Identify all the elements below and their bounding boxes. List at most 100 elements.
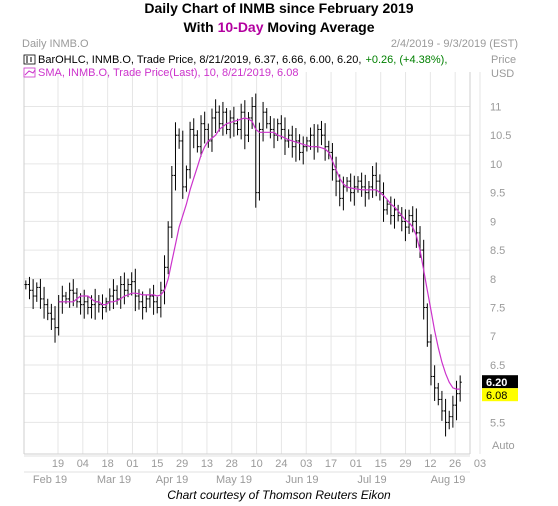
ohlc-bar [268,116,272,139]
ohlc-bar [239,103,243,140]
x-month-label: Apr 19 [156,474,188,486]
ohlc-bar [246,112,251,143]
ohlc-bar [27,276,32,300]
ohlc-bar [38,278,43,309]
legend-sma: SMA, INMB.O, Trade Price(Last), 10, 8/21… [23,67,298,79]
ohlc-bar [151,284,156,315]
ohlc-bar [235,118,240,136]
ohlc-bar [323,123,327,161]
ohlc-bar [294,128,298,162]
y-tick-label: 7 [490,331,496,343]
legend-ohlc-text: BarOHLC, INMB.O, Trade Price, 8/21/2019,… [38,54,447,66]
x-tick-label: 12 [424,458,436,470]
ohlc-bar [290,125,294,158]
ohlc-bar [177,128,181,149]
ohlc-bar [363,174,367,207]
legend-sma-text: SMA, INMB.O, Trade Price(Last), 10, 8/21… [38,67,298,79]
ohlc-bar [130,272,134,296]
ohlc-bar [400,207,404,232]
y-tick-label: 9 [490,216,496,228]
ohlc-bar [42,286,46,319]
legend-sma-icon [23,67,36,78]
ohlc-bar [210,108,214,152]
x-tick-label: 19 [52,458,64,470]
ohlc-bar [203,111,207,144]
ohlc-bar [319,120,324,146]
ohlc-bar [433,365,437,401]
ohlc-bars [24,93,462,437]
ohlc-bar [228,110,232,139]
x-tick-label: 03 [300,458,312,470]
x-tick-label: 13 [201,458,213,470]
ohlc-bar [447,410,451,430]
ohlc-bar [221,101,225,136]
x-tick-label: 28 [226,458,238,470]
x-tick-label: 24 [275,458,287,470]
ohlc-bar [451,395,455,428]
x-tick-label: 29 [176,458,188,470]
ohlc-bar [370,165,375,198]
ohlc-bar [305,136,309,152]
ohlc-bar [389,196,393,225]
ohlc-bar [425,303,429,347]
y-tick-label: 10 [490,159,502,171]
ohlc-bar [352,175,356,206]
ohlc-bar [122,272,126,305]
ohlc-bar [436,382,440,406]
ohlc-bar [75,288,79,308]
ohlc-bar [301,136,305,165]
x-tick-label: 04 [77,458,89,470]
ohlc-bar [356,176,360,193]
ohlc-bar [24,280,28,290]
x-tick-labels: 19 04 18 01 15 29 13 28 10 24 03 17 01 15 29 12 26 03 [52,458,486,470]
ohlc-bar [392,198,397,229]
ohlc-bar [49,303,53,330]
ohlc-bar [111,279,116,310]
y-tick-label: 8.5 [490,245,505,257]
ohlc-bar [155,296,159,314]
ohlc-bar [181,130,185,199]
ohlc-bar [338,174,342,207]
ohlc-bar [257,122,262,201]
x-tick-label: 01 [126,458,138,470]
ohlc-bar [141,291,145,320]
ohlc-bar [381,182,386,222]
x-tick-label: 29 [399,458,411,470]
ohlc-bar [334,156,338,197]
y-tick-label: 5.5 [490,417,505,429]
legend-sma-icon-line [24,69,36,76]
chart-subtitle: With 10-Day Moving Average [0,19,558,35]
axis-auto-label[interactable]: Auto [492,440,515,452]
ohlc-bar [403,209,408,242]
ohlc-bar [345,177,349,192]
ohlc-bar [360,172,364,197]
ohlc-bar [78,293,83,315]
ohlc-bar [414,208,418,248]
ohlc-bar [162,255,167,305]
x-tick-label: 17 [325,458,337,470]
ohlc-bar [144,294,148,313]
ohlc-bar [133,268,137,312]
x-tick-label: 03 [474,458,486,470]
ohlc-bar [137,289,141,310]
ohlc-bar [283,117,287,155]
legend-ohlc-values: BarOHLC, INMB.O, Trade Price, 8/21/2019,… [38,54,361,66]
ohlc-bar [148,288,152,308]
x-month-label: Mar 19 [97,474,131,486]
last-price-tag-bg [482,375,518,389]
legend-ohlc: BarOHLC, INMB.O, Trade Price, 8/21/2019,… [23,54,447,66]
ohlc-bar [217,105,221,132]
ohlc-bar [276,118,280,142]
x-tick-label: 10 [250,458,262,470]
legend-ohlc-change: +0.26, (+4.38%), [365,54,447,66]
ohlc-bar [126,278,130,298]
ohlc-bar [254,93,258,208]
ohlc-bar [159,281,163,318]
y-tick-label: 7.5 [490,303,505,315]
ohlc-bar [31,279,35,310]
y-tick-label: 6.5 [490,360,505,372]
ohlc-bar [166,221,170,275]
ohlc-bar [443,398,448,437]
ohlc-bar [68,282,72,308]
y-tick-label: 8 [490,274,496,286]
